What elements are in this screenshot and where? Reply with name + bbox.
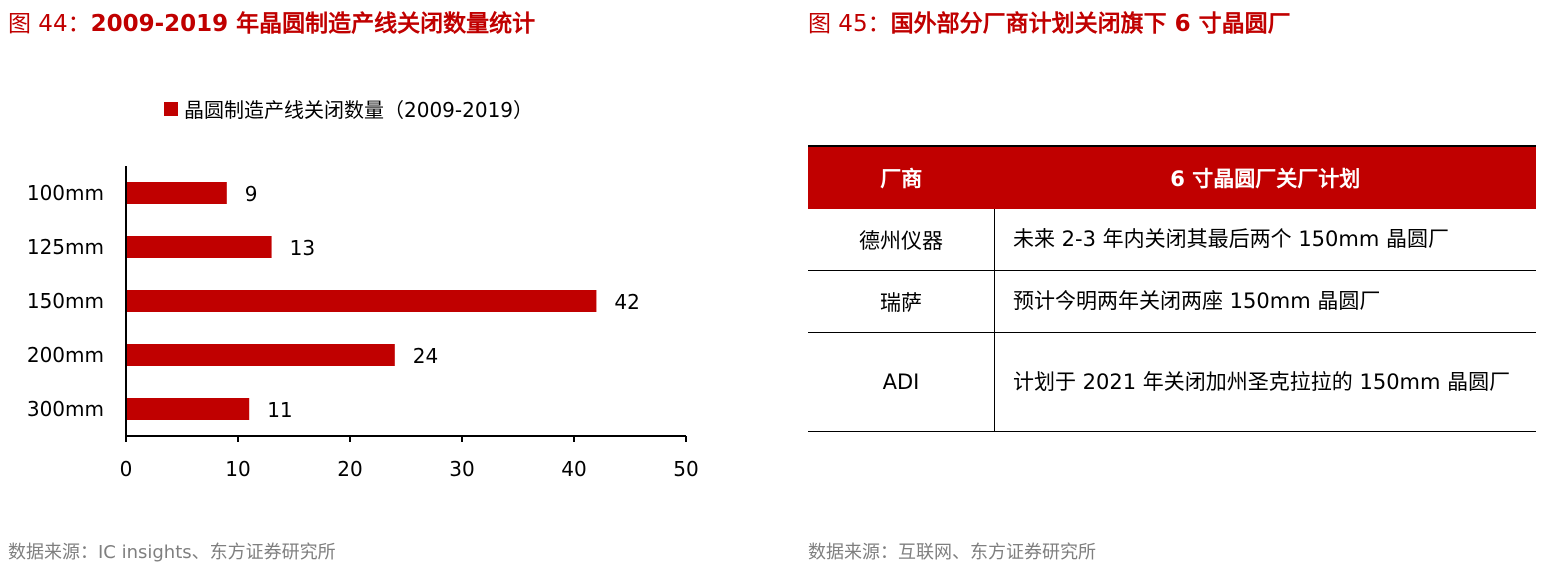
data-label: 42 bbox=[614, 290, 639, 314]
x-tick-label: 40 bbox=[561, 457, 586, 481]
left-figure-title: 图 44：2009-2019 年晶圆制造产线关闭数量统计 bbox=[8, 4, 535, 38]
bar-150mm bbox=[126, 290, 597, 312]
bar-100mm bbox=[126, 182, 227, 204]
x-tick-label: 20 bbox=[337, 457, 362, 481]
right-source-note: 数据来源：互联网、东方证券研究所 bbox=[808, 542, 1096, 563]
right-figure-title: 图 45：国外部分厂商计划关闭旗下 6 寸晶圆厂 bbox=[808, 4, 1291, 38]
header-vendor: 厂商 bbox=[808, 145, 995, 209]
data-label: 13 bbox=[290, 236, 315, 260]
x-tick-label: 30 bbox=[449, 457, 474, 481]
right-figure-number: 图 45： bbox=[808, 11, 891, 37]
vendor-cell: ADI bbox=[808, 332, 995, 432]
table-header-row: 厂商 6 寸晶圆厂关厂计划 bbox=[808, 145, 1536, 209]
x-tick-label: 10 bbox=[225, 457, 250, 481]
table-row: 德州仪器 未来 2-3 年内关闭其最后两个 150mm 晶圆厂 bbox=[808, 209, 1536, 271]
data-label: 24 bbox=[413, 344, 438, 368]
right-figure-title-text: 国外部分厂商计划关闭旗下 6 寸晶圆厂 bbox=[890, 11, 1291, 37]
category-label: 125mm bbox=[27, 235, 104, 259]
category-label: 100mm bbox=[27, 181, 104, 205]
data-label: 11 bbox=[267, 398, 292, 422]
category-label: 150mm bbox=[27, 289, 104, 313]
bar-200mm bbox=[126, 344, 395, 366]
left-figure-title-text: 2009-2019 年晶圆制造产线关闭数量统计 bbox=[90, 11, 536, 37]
left-source-note: 数据来源：IC insights、东方证券研究所 bbox=[8, 542, 336, 563]
closure-plan-table: 厂商 6 寸晶圆厂关厂计划 德州仪器 未来 2-3 年内关闭其最后两个 150m… bbox=[808, 145, 1536, 432]
legend-label: 晶圆制造产线关闭数量（2009-2019） bbox=[184, 98, 534, 122]
legend-swatch bbox=[164, 101, 178, 116]
plan-cell: 预计今明两年关闭两座 150mm 晶圆厂 bbox=[994, 270, 1536, 333]
x-tick-label: 0 bbox=[120, 457, 133, 481]
plan-cell: 计划于 2021 年关闭加州圣克拉拉的 150mm 晶圆厂 bbox=[994, 332, 1536, 432]
data-label: 9 bbox=[245, 182, 258, 206]
vendor-cell: 德州仪器 bbox=[808, 209, 995, 271]
header-plan: 6 寸晶圆厂关厂计划 bbox=[994, 145, 1536, 209]
chart-legend: 晶圆制造产线关闭数量（2009-2019） bbox=[164, 94, 533, 123]
bar-chart: 100mm 9 125mm 13 150mm 42 200mm 24 300mm 11 0 10 20 3… bbox=[27, 166, 699, 481]
bar-125mm bbox=[126, 236, 272, 258]
table-row: ADI 计划于 2021 年关闭加州圣克拉拉的 150mm 晶圆厂 bbox=[808, 332, 1536, 432]
table-row: 瑞萨 预计今明两年关闭两座 150mm 晶圆厂 bbox=[808, 270, 1536, 333]
category-label: 300mm bbox=[27, 397, 104, 421]
bar-300mm bbox=[126, 398, 250, 420]
x-tick-label: 50 bbox=[673, 457, 698, 481]
category-label: 200mm bbox=[27, 343, 104, 367]
vendor-cell: 瑞萨 bbox=[808, 270, 995, 333]
left-figure-number: 图 44： bbox=[8, 11, 91, 37]
plan-cell: 未来 2-3 年内关闭其最后两个 150mm 晶圆厂 bbox=[994, 209, 1536, 271]
